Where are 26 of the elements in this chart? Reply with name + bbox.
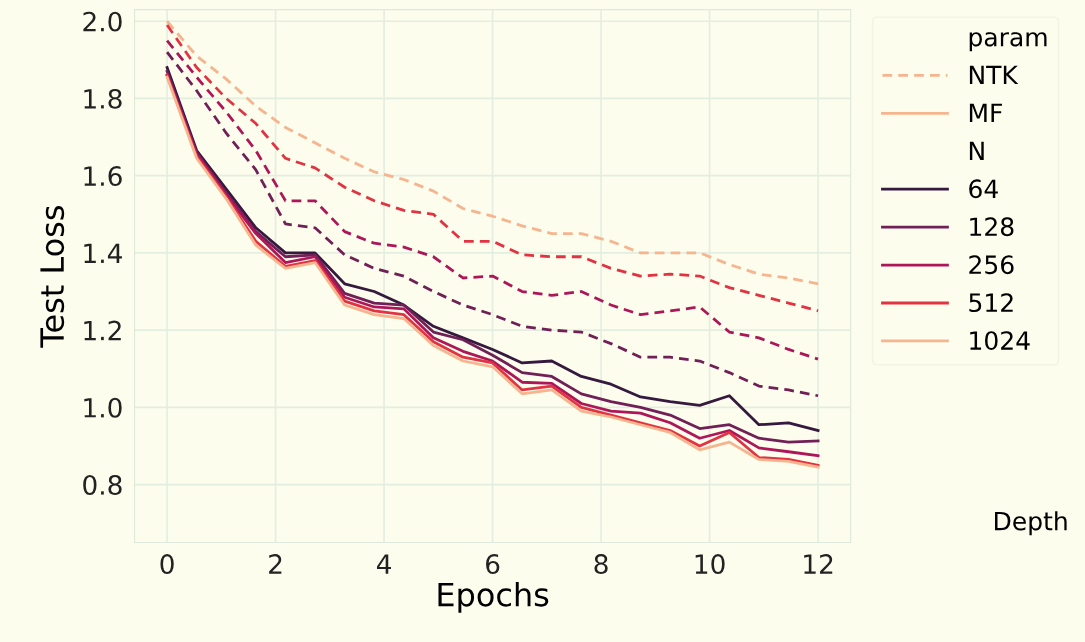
x-tick-label: 12	[804, 554, 833, 574]
text: NTK	[969, 65, 1019, 85]
legend-label: 256	[969, 255, 1014, 275]
y-tick-label: 1.0	[84, 397, 122, 418]
y-tick-label: 1.2	[84, 320, 121, 341]
x-tick-label: 10	[695, 554, 725, 575]
x-axis-title: Epochs	[438, 581, 549, 613]
legend-label: 512	[969, 293, 1013, 313]
x-tick-label: 6	[486, 554, 500, 575]
x-tick-label: 0	[160, 554, 174, 575]
text: MF	[969, 103, 1002, 123]
legend-label: 1024	[970, 331, 1030, 351]
y-tick-label: 1.8	[84, 88, 122, 109]
y-tick-label: 1.6	[84, 166, 122, 187]
y-tick-label: 1.4	[84, 243, 122, 263]
text: N	[969, 141, 984, 160]
legend-label: 64	[969, 179, 998, 199]
x-tick-label: 8	[594, 554, 608, 575]
y-tick-label: 0.8	[83, 475, 122, 495]
text: Depth	[995, 511, 1067, 536]
x-tick-label: 2	[269, 554, 282, 574]
y-axis-title: Test Loss	[40, 206, 65, 348]
y-tick-label: 2.0	[83, 11, 122, 32]
legend-title: param	[969, 32, 1047, 52]
legend-label: 128	[970, 217, 1014, 237]
x-tick-label: 4	[376, 554, 391, 574]
